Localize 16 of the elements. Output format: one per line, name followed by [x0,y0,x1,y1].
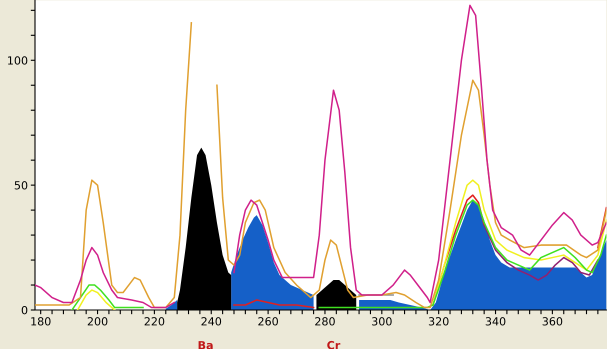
x-tick-label: 300 [372,317,392,326]
y-tick-label: 100 [8,56,28,65]
annotation: Ba [198,341,213,349]
line-series [483,224,599,281]
x-tick-label: 200 [88,317,108,326]
x-tick-label: 360 [542,317,562,326]
x-tick-label: 280 [315,317,335,326]
y-tick-label: 0 [22,306,28,314]
x-tick-label: 340 [486,317,506,326]
x-tick-label: 180 [31,317,51,326]
x-tick-label: 240 [201,317,222,326]
x-tick-label: 220 [144,317,164,326]
annotation: Cr [327,340,340,349]
y-tick-label: 50 [14,181,28,190]
x-tick-label: 320 [428,317,449,326]
x-tick-label: 260 [258,317,278,326]
